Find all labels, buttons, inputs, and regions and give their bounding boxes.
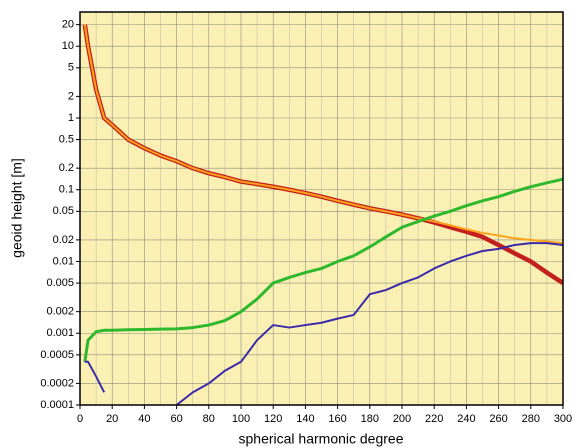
y-tick-label: 0.01 bbox=[53, 255, 74, 267]
x-tick-label: 160 bbox=[328, 413, 346, 425]
grid bbox=[79, 12, 564, 406]
y-tick-label: 0.2 bbox=[59, 162, 74, 174]
x-tick-label: 60 bbox=[170, 413, 182, 425]
y-tick-label: 0.005 bbox=[46, 277, 74, 289]
plot-frame bbox=[79, 11, 564, 406]
x-tick-label: 120 bbox=[264, 413, 282, 425]
y-tick-label: 1 bbox=[68, 112, 74, 124]
lines bbox=[82, 24, 563, 405]
y-tick-label: 5 bbox=[68, 62, 74, 74]
x-tick-label: 260 bbox=[489, 413, 507, 425]
y-tick-label: 0.05 bbox=[53, 205, 74, 217]
x-tick-label: 280 bbox=[522, 413, 540, 425]
x-tick-label: 40 bbox=[138, 413, 150, 425]
x-tick-label: 80 bbox=[203, 413, 215, 425]
x-axis-label: spherical harmonic degree bbox=[239, 431, 404, 447]
y-tick-label: 2 bbox=[68, 90, 74, 102]
x-tick-label: 240 bbox=[457, 413, 475, 425]
y-axis-label: geoid height [m] bbox=[9, 158, 25, 258]
y-tick-label: 0.1 bbox=[59, 184, 74, 196]
y-tick-label: 0.002 bbox=[46, 306, 74, 318]
x-tick-label: 0 bbox=[77, 413, 83, 425]
x-tick-label: 140 bbox=[296, 413, 314, 425]
x-tick-label: 180 bbox=[361, 413, 379, 425]
series-line bbox=[84, 242, 563, 405]
y-tick-label: 0.0002 bbox=[40, 377, 74, 389]
x-tick-label: 220 bbox=[425, 413, 443, 425]
x-tick-label: 20 bbox=[106, 413, 118, 425]
y-tick-label: 0.0005 bbox=[40, 349, 74, 361]
x-tick-label: 300 bbox=[554, 413, 572, 425]
y-tick-label: 0.001 bbox=[46, 327, 74, 339]
series-line bbox=[83, 24, 563, 245]
x-tick-label: 100 bbox=[232, 413, 250, 425]
y-tick-label: 0.0001 bbox=[40, 399, 74, 411]
series-line bbox=[83, 177, 563, 363]
y-tick-label: 10 bbox=[62, 40, 74, 52]
y-tick-label: 20 bbox=[62, 19, 74, 31]
y-tick-label: 0.02 bbox=[53, 234, 74, 246]
x-tick-label: 200 bbox=[393, 413, 411, 425]
y-tick-label: 0.5 bbox=[59, 133, 74, 145]
